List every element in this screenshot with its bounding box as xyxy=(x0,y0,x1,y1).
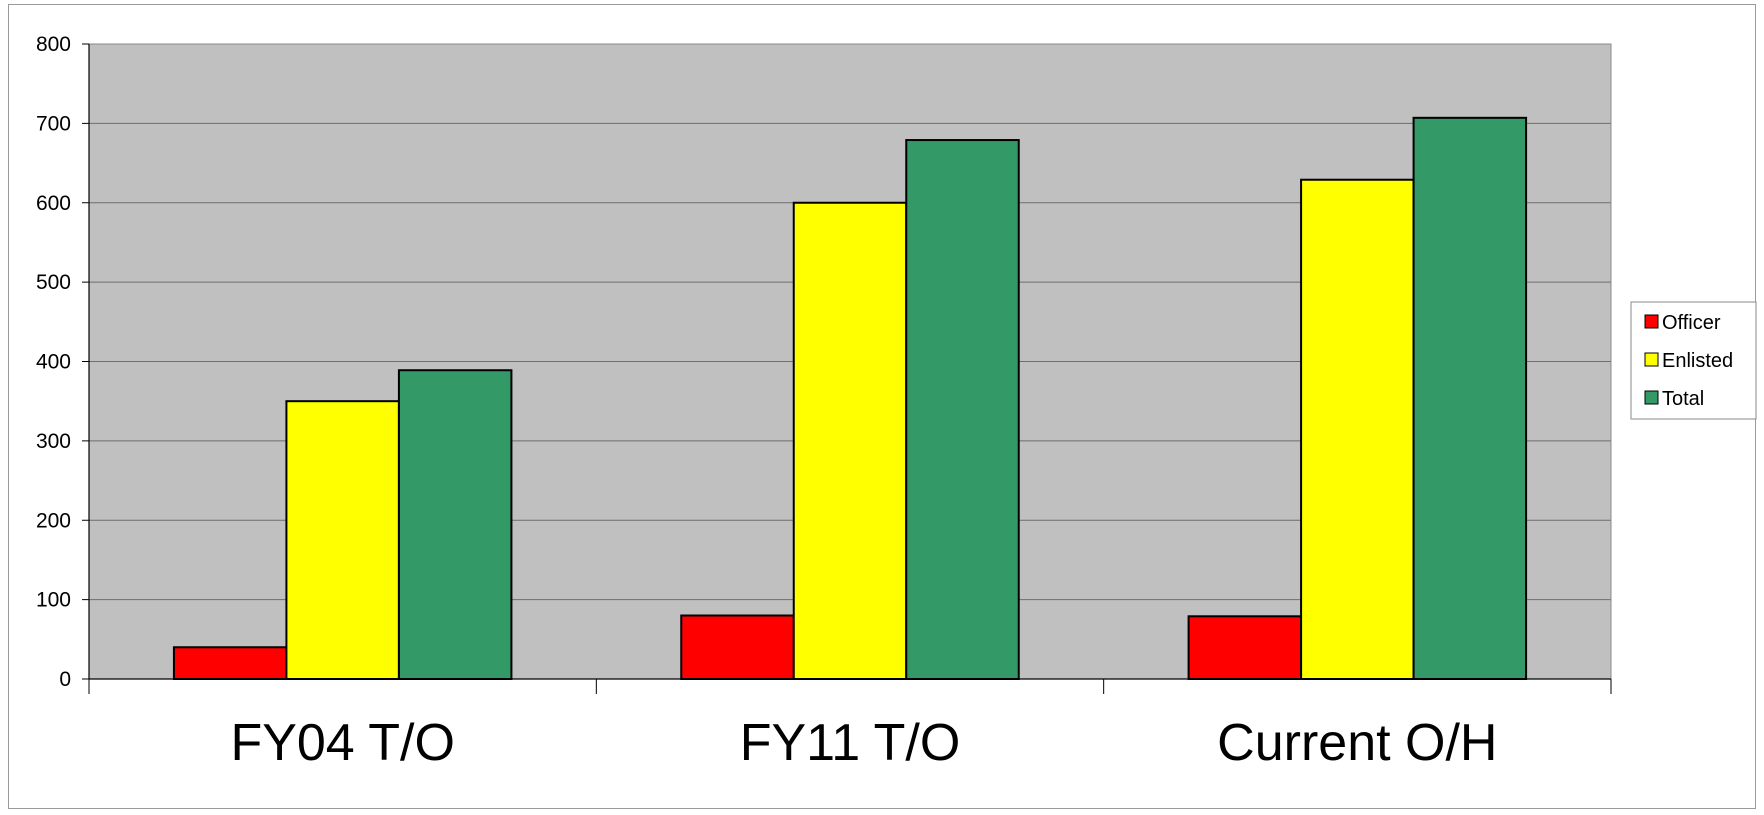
bars xyxy=(172,116,1528,681)
y-tick-label: 600 xyxy=(36,192,71,215)
bar-total-0 xyxy=(397,369,513,680)
y-tick-label: 700 xyxy=(36,112,71,135)
y-tick-label: 800 xyxy=(36,33,71,56)
y-tick-label: 0 xyxy=(59,668,71,691)
bar-total-2 xyxy=(1412,116,1528,681)
bar-officer-0 xyxy=(172,646,288,680)
bar-total-1 xyxy=(905,139,1020,680)
legend-label-enlisted: Enlisted xyxy=(1662,350,1733,372)
x-category-label: FY04 T/O xyxy=(230,714,454,772)
legend-swatch-officer xyxy=(1644,314,1659,329)
bar-officer-1 xyxy=(680,614,795,680)
legend-label-total: Total xyxy=(1662,388,1704,410)
legend-swatch-total xyxy=(1644,390,1659,405)
y-tick-label: 300 xyxy=(36,430,71,453)
legend: Officer Enlisted Total xyxy=(1630,301,1757,420)
bar-enlisted-1 xyxy=(792,201,908,680)
bar-enlisted-0 xyxy=(285,400,400,680)
legend-label-officer: Officer xyxy=(1662,312,1721,334)
y-tick-label: 400 xyxy=(36,351,71,374)
y-axis-ticks: 0 100 200 300 400 500 600 700 800 xyxy=(36,33,89,691)
y-tick-label: 100 xyxy=(36,589,71,612)
x-category-label: FY11 T/O xyxy=(740,714,961,772)
bar-enlisted-2 xyxy=(1300,178,1415,680)
y-tick-label: 500 xyxy=(36,271,71,294)
y-tick-label: 200 xyxy=(36,509,71,532)
legend-swatch-enlisted xyxy=(1644,352,1659,367)
x-category-label: Current O/H xyxy=(1217,714,1497,772)
x-axis-categories: FY04 T/O FY11 T/O Current O/H xyxy=(88,679,1612,772)
bar-officer-2 xyxy=(1187,615,1303,681)
